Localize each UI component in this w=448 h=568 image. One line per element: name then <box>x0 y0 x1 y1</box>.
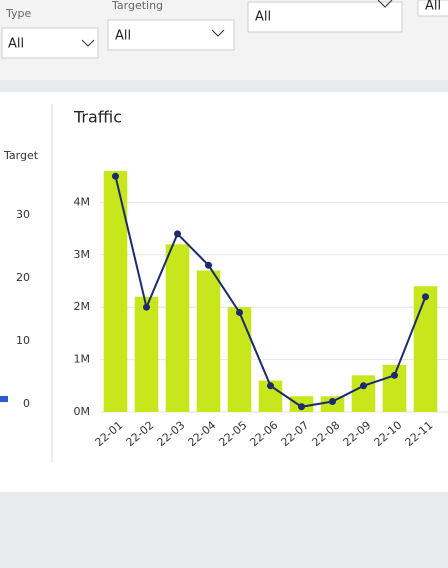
trend-point <box>143 303 150 311</box>
left-tick-label: 20 <box>16 271 30 284</box>
chart-title: Traffic <box>73 108 122 127</box>
y-tick-label: 4M <box>74 195 91 208</box>
trend-point <box>422 293 429 301</box>
trend-point <box>329 398 336 406</box>
bar <box>351 375 376 412</box>
filter[interactable]: Type All <box>1 7 99 59</box>
filter[interactable]: All <box>417 0 448 17</box>
trend-point <box>174 230 181 238</box>
bar <box>258 380 283 412</box>
bar <box>103 170 128 412</box>
trend-point <box>112 172 119 180</box>
trend-point <box>391 371 398 379</box>
trend-point <box>205 261 212 269</box>
y-tick-label: 1M <box>74 353 91 366</box>
chevron <box>81 39 95 47</box>
dropdown-value: All <box>8 37 24 52</box>
trend-point <box>298 403 305 411</box>
dropdown-value: All <box>425 0 441 14</box>
dropdown[interactable] <box>107 19 235 51</box>
chevron <box>211 29 225 37</box>
trend-point <box>236 308 243 316</box>
left-bar <box>0 396 8 402</box>
chevron <box>377 0 393 8</box>
bar <box>413 286 438 412</box>
left-tick-label: 10 <box>16 334 30 347</box>
filter-label: Targeting <box>111 0 163 12</box>
y-tick-label: 3M <box>74 248 91 261</box>
card <box>0 92 448 492</box>
dropdown[interactable] <box>417 0 448 17</box>
filter-label: Type <box>5 7 31 20</box>
dropdown-value: All <box>255 10 271 25</box>
trend-point <box>360 382 367 390</box>
y-tick-label: 2M <box>74 300 91 313</box>
dropdown[interactable] <box>1 27 99 59</box>
filter[interactable]: All <box>247 0 403 33</box>
dropdown-value: All <box>115 29 131 44</box>
dropdown[interactable] <box>247 1 403 33</box>
y-tick-label: 0M <box>74 405 91 418</box>
bar <box>227 307 252 412</box>
bar <box>165 244 190 412</box>
left-axis-label: Target <box>3 149 39 162</box>
left-tick-label: 30 <box>16 208 30 221</box>
bar <box>134 296 159 412</box>
bar <box>196 270 221 412</box>
trend-point <box>267 382 274 390</box>
left-tick-label: 0 <box>23 397 30 410</box>
filter[interactable]: Targeting All <box>107 0 235 51</box>
